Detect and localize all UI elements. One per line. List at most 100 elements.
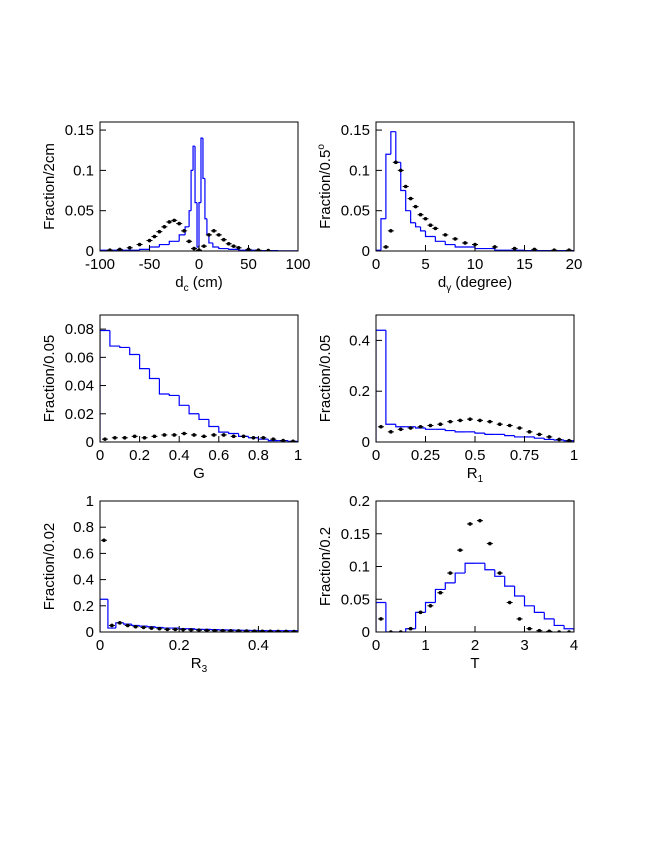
x-tick-label: 0 [372,637,380,654]
histogram-bin [543,438,555,441]
x-tick-label: 10 [467,256,484,273]
data-point [437,590,444,595]
label-part: R [467,465,478,482]
data-point [230,244,237,248]
point-marker [473,242,477,247]
data-point [240,434,247,439]
point-marker [537,628,542,632]
x-tick-label: 20 [566,256,583,273]
point-marker [488,541,492,546]
y-tick-label: 0 [362,434,370,451]
data-point [235,629,242,632]
point-marker [103,437,107,441]
histogram-bin [376,249,381,251]
point-marker [137,242,142,247]
data-point [432,226,439,231]
point-marker [408,426,413,430]
point-marker [157,626,162,631]
histogram-bin [484,433,495,435]
data-point [200,434,207,439]
point-marker [244,629,249,632]
y-tick-label: 0 [362,243,370,260]
histogram-bin [206,218,209,236]
point-marker [458,548,462,552]
data-point [227,629,234,632]
point-marker [478,418,482,423]
histogram-bin [228,432,239,435]
point-marker [537,432,542,437]
point-marker [403,184,408,189]
data-point [427,423,434,428]
point-marker [292,629,296,632]
point-marker [448,571,453,575]
data-point [566,438,573,442]
histogram-bin [139,625,148,627]
data-point [496,422,503,427]
histogram-bin [148,368,160,380]
point-marker [428,223,433,227]
x-tick-label: 0 [195,256,203,273]
y-tick-label: 0.2 [349,493,370,510]
point-marker [212,433,216,437]
x-axis-label: R1 [467,465,484,485]
data-point [243,629,250,632]
data-point [546,629,553,632]
point-marker [384,245,388,249]
data-point [427,223,434,227]
point-marker [389,430,393,434]
point-marker [251,435,256,440]
point-marker [468,417,472,421]
histogram-bin [178,234,186,242]
histogram-bin [523,595,535,607]
x-tick-label: 0.25 [411,447,440,464]
data-point [412,204,419,209]
data-point [407,196,414,201]
histogram-bin [533,605,545,613]
histogram-bin [424,230,436,238]
point-marker [165,627,170,632]
point-marker [221,237,226,242]
point-marker [189,628,193,632]
data-point [151,434,158,439]
point-marker [220,628,225,632]
data-point [407,426,414,430]
data-point [447,419,454,424]
histogram-bin [192,145,196,171]
point-marker [468,522,472,526]
x-tick-label: 0.5 [465,447,486,464]
subscript: 1 [478,474,484,485]
point-marker [557,437,561,442]
plot-area [376,518,574,632]
data-point [116,247,123,251]
histogram-bin [129,347,140,356]
y-tick-label: 0.2 [349,383,370,400]
data-point [442,233,449,237]
data-point [476,518,483,523]
label-part: Fraction/0.5 [317,150,334,229]
histogram-bin [218,426,229,433]
x-tick-label: -100 [85,256,115,273]
histogram-bin [504,576,515,587]
data-point [191,246,198,251]
histogram-bin [198,202,201,247]
point-marker [149,626,154,630]
data-point [260,435,267,440]
y-tick-label: 0.04 [65,378,94,395]
data-point [387,430,394,434]
point-marker [488,419,492,424]
point-marker [271,437,276,441]
x-tick-label: -50 [139,256,161,273]
x-tick-label: 1 [294,447,302,464]
point-marker [132,434,137,439]
y-axis-label: Fraction/2cm [41,143,58,230]
point-marker [448,419,453,424]
point-marker [212,229,216,233]
point-marker [182,431,186,436]
point-marker [532,247,537,251]
point-marker [192,246,196,251]
histogram-bin [494,569,505,577]
point-marker [236,629,241,632]
point-marker [428,423,433,428]
histogram-bin [424,428,436,430]
